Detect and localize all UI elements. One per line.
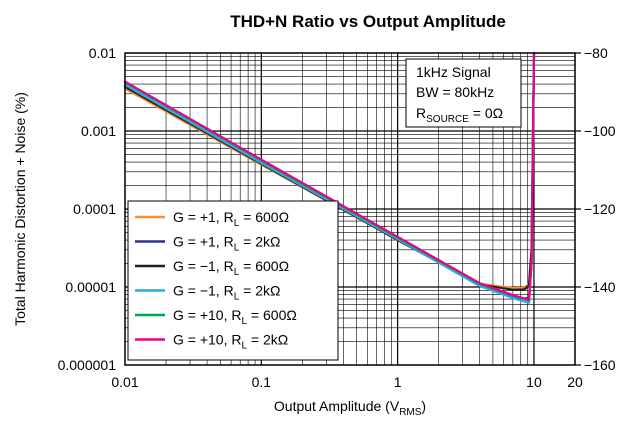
y-tick-label: 0.000001 [58, 357, 117, 373]
x-axis-label-main: Output Amplitude (V [274, 398, 400, 414]
y-tick-label: 0.001 [81, 123, 116, 139]
legend-label-5: G = +10, RL = 600Ω [173, 307, 297, 327]
y-tick-label: 0.0001 [73, 201, 116, 217]
y2-tick-labels: −80 −100 −120 −140 −160 [575, 45, 616, 373]
legend-label-2: G = +1, RL = 2kΩ [173, 234, 280, 254]
legend-label-main: G = −1, R [173, 283, 234, 299]
annotation-line-2: BW = 80kHz [416, 84, 494, 100]
x-axis-label-sub: RMS [399, 407, 422, 418]
legend-label-main: G = +1, R [173, 209, 234, 225]
annotation-line-3-main: R [416, 105, 426, 121]
legend-label-end: = 2kΩ [239, 234, 280, 250]
legend-label-6: G = +10, RL = 2kΩ [173, 332, 288, 352]
legend-label-4: G = −1, RL = 2kΩ [173, 283, 280, 303]
y-tick-label: 0.01 [89, 45, 116, 61]
legend-label-main: G = +10, R [173, 307, 241, 323]
x-tick-label: 0.1 [252, 374, 272, 390]
legend-label-main: G = −1, R [173, 258, 234, 274]
y2-tick-label: −140 [584, 279, 616, 295]
legend-label-end: = 2kΩ [247, 332, 288, 348]
annotation-line-3-sub: SOURCE [426, 114, 469, 125]
x-tick-labels: 0.01 0.1 1 10 20 [111, 374, 583, 390]
chart-title: THD+N Ratio vs Output Amplitude [230, 12, 506, 31]
y2-tick-label: −120 [584, 201, 616, 217]
legend-label-main: G = +10, R [173, 332, 241, 348]
legend-label-sub: L [241, 316, 247, 327]
x-axis-label-end: ) [421, 398, 426, 414]
x-tick-label: 1 [394, 374, 402, 390]
y-axis-label: Total Harmonic Distortion + Noise (%) [12, 92, 28, 326]
x-tick-label: 10 [526, 374, 542, 390]
x-tick-label: 0.01 [111, 374, 138, 390]
annotation-line-3: RSOURCE = 0Ω [416, 105, 503, 125]
legend-label-end: = 600Ω [239, 209, 289, 225]
legend-label-end: = 2kΩ [239, 283, 280, 299]
annotation-box: 1kHz Signal BW = 80kHz RSOURCE = 0Ω [405, 58, 522, 128]
y2-tick-label: −80 [584, 45, 608, 61]
x-axis-label: Output Amplitude (VRMS) [274, 398, 426, 418]
annotation-line-1: 1kHz Signal [416, 64, 491, 80]
legend-label-main: G = +1, R [173, 234, 234, 250]
y-tick-labels: 0.01 0.001 0.0001 0.00001 0.000001 [58, 45, 117, 373]
series-line-6 [123, 51, 536, 301]
x-tick-label: 20 [567, 374, 583, 390]
legend-label-end: = 600Ω [247, 307, 297, 323]
y2-tick-label: −100 [584, 123, 616, 139]
legend-label-sub: L [234, 243, 240, 254]
series-lines [123, 51, 536, 304]
legend-label-sub: L [234, 267, 240, 278]
legend-label-sub: L [234, 292, 240, 303]
legend-label-sub: L [241, 341, 247, 352]
legend-label-end: = 600Ω [239, 258, 289, 274]
legend-label-1: G = +1, RL = 600Ω [173, 209, 289, 229]
legend-label-sub: L [234, 218, 240, 229]
annotation-line-3-end: = 0Ω [469, 105, 503, 121]
legend-label-3: G = −1, RL = 600Ω [173, 258, 289, 278]
y-tick-label: 0.00001 [65, 279, 116, 295]
y2-tick-label: −160 [584, 357, 616, 373]
